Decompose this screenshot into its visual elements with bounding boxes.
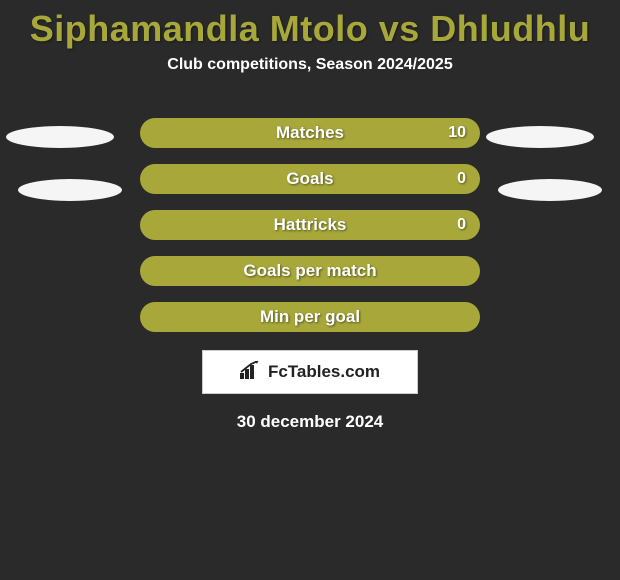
subtitle: Club competitions, Season 2024/2025 bbox=[0, 56, 620, 80]
side-ellipse bbox=[486, 126, 594, 148]
stat-label: Goals per match bbox=[243, 261, 376, 281]
stat-bar: Hattricks 0 bbox=[140, 210, 480, 240]
stat-value: 0 bbox=[457, 170, 466, 188]
brand-text: FcTables.com bbox=[268, 362, 380, 382]
stat-label: Matches bbox=[276, 123, 344, 143]
stat-label: Min per goal bbox=[260, 307, 360, 327]
stat-label: Hattricks bbox=[274, 215, 347, 235]
stat-bar: Min per goal bbox=[140, 302, 480, 332]
stat-value: 0 bbox=[457, 216, 466, 234]
date-text: 30 december 2024 bbox=[0, 412, 620, 432]
stat-rows: Matches 10 Goals 0 Hattricks 0 Goals per match… bbox=[0, 118, 620, 332]
stat-value: 10 bbox=[448, 124, 466, 142]
brand-badge: FcTables.com bbox=[202, 350, 418, 394]
stat-bar: Matches 10 bbox=[140, 118, 480, 148]
stat-bar: Goals 0 bbox=[140, 164, 480, 194]
page-title: Siphamandla Mtolo vs Dhludhlu bbox=[0, 0, 620, 56]
chart-icon bbox=[240, 361, 262, 384]
stat-bar: Goals per match bbox=[140, 256, 480, 286]
side-ellipse bbox=[18, 179, 122, 201]
stat-label: Goals bbox=[286, 169, 333, 189]
side-ellipse bbox=[498, 179, 602, 201]
side-ellipse bbox=[6, 126, 114, 148]
